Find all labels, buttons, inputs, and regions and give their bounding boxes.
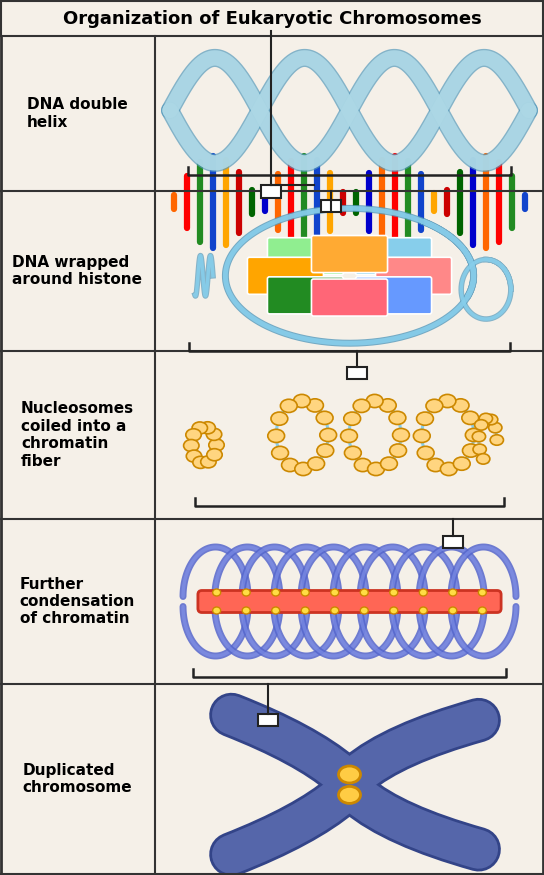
Ellipse shape — [485, 415, 498, 424]
Ellipse shape — [426, 399, 443, 412]
FancyBboxPatch shape — [268, 276, 343, 314]
FancyBboxPatch shape — [268, 238, 343, 275]
Ellipse shape — [242, 607, 250, 614]
Ellipse shape — [301, 607, 309, 614]
Text: Duplicated
chromosome: Duplicated chromosome — [23, 763, 132, 795]
Ellipse shape — [344, 412, 361, 425]
Text: Organization of Eukaryotic Chromosomes: Organization of Eukaryotic Chromosomes — [63, 10, 481, 27]
Ellipse shape — [439, 395, 456, 408]
Ellipse shape — [271, 607, 280, 614]
Ellipse shape — [271, 446, 288, 459]
Ellipse shape — [354, 458, 371, 472]
Ellipse shape — [389, 411, 406, 424]
Ellipse shape — [320, 429, 337, 442]
Ellipse shape — [280, 399, 297, 412]
Ellipse shape — [360, 607, 368, 614]
Ellipse shape — [316, 411, 333, 424]
Ellipse shape — [307, 399, 323, 412]
Ellipse shape — [379, 399, 396, 412]
Ellipse shape — [419, 589, 427, 596]
Ellipse shape — [338, 787, 361, 803]
Ellipse shape — [462, 411, 479, 424]
Ellipse shape — [477, 453, 490, 464]
Ellipse shape — [449, 607, 457, 614]
Bar — [443, 536, 463, 548]
Text: DNA double
helix: DNA double helix — [27, 97, 128, 130]
Ellipse shape — [338, 766, 361, 783]
FancyBboxPatch shape — [248, 257, 324, 294]
Ellipse shape — [268, 430, 285, 443]
Ellipse shape — [192, 422, 207, 434]
Text: DNA wrapped
around histone: DNA wrapped around histone — [13, 255, 143, 287]
Ellipse shape — [390, 607, 398, 614]
Ellipse shape — [186, 429, 201, 441]
FancyBboxPatch shape — [356, 276, 431, 314]
Ellipse shape — [441, 462, 457, 476]
FancyBboxPatch shape — [312, 235, 387, 273]
Ellipse shape — [390, 589, 398, 596]
Ellipse shape — [282, 458, 298, 472]
Text: Nucleosomes
coiled into a
chromatin
fiber: Nucleosomes coiled into a chromatin fibe… — [21, 402, 134, 469]
Ellipse shape — [472, 431, 486, 442]
Ellipse shape — [381, 457, 397, 470]
Ellipse shape — [413, 430, 430, 443]
Ellipse shape — [473, 444, 486, 454]
Ellipse shape — [206, 428, 222, 440]
Ellipse shape — [317, 444, 333, 457]
Bar — [347, 367, 367, 379]
Ellipse shape — [209, 439, 224, 451]
Ellipse shape — [186, 450, 202, 462]
Ellipse shape — [490, 435, 503, 445]
Ellipse shape — [478, 607, 486, 614]
Ellipse shape — [213, 589, 221, 596]
Ellipse shape — [390, 444, 406, 457]
Ellipse shape — [489, 423, 502, 433]
Ellipse shape — [184, 439, 199, 452]
Ellipse shape — [478, 589, 486, 596]
Ellipse shape — [360, 589, 368, 596]
Bar — [261, 185, 281, 198]
Ellipse shape — [419, 607, 427, 614]
Ellipse shape — [207, 449, 222, 461]
Ellipse shape — [341, 430, 357, 443]
Ellipse shape — [417, 446, 434, 459]
Ellipse shape — [201, 456, 216, 468]
Ellipse shape — [453, 457, 470, 470]
Ellipse shape — [271, 589, 280, 596]
Ellipse shape — [193, 456, 208, 468]
Ellipse shape — [366, 395, 383, 408]
Ellipse shape — [301, 589, 309, 596]
Ellipse shape — [213, 607, 221, 614]
Ellipse shape — [479, 413, 492, 424]
Ellipse shape — [331, 589, 339, 596]
FancyBboxPatch shape — [312, 279, 387, 316]
Ellipse shape — [353, 399, 370, 412]
Ellipse shape — [293, 395, 310, 408]
Ellipse shape — [452, 399, 469, 412]
Bar — [1, 1, 543, 36]
Ellipse shape — [427, 458, 444, 472]
Ellipse shape — [449, 589, 457, 596]
Ellipse shape — [393, 429, 410, 442]
Ellipse shape — [295, 462, 312, 476]
Ellipse shape — [474, 420, 488, 430]
Ellipse shape — [242, 589, 250, 596]
Text: Further
condensation
of chromatin: Further condensation of chromatin — [20, 577, 135, 626]
Ellipse shape — [308, 457, 325, 470]
FancyBboxPatch shape — [375, 257, 452, 294]
Bar — [322, 200, 341, 213]
Bar — [258, 714, 279, 726]
Ellipse shape — [344, 446, 361, 459]
Ellipse shape — [368, 462, 385, 476]
Ellipse shape — [271, 412, 288, 425]
FancyBboxPatch shape — [356, 238, 431, 275]
FancyBboxPatch shape — [198, 591, 501, 612]
Ellipse shape — [200, 422, 215, 434]
Ellipse shape — [331, 607, 339, 614]
Ellipse shape — [462, 444, 479, 457]
Ellipse shape — [465, 429, 482, 442]
Ellipse shape — [417, 412, 434, 425]
